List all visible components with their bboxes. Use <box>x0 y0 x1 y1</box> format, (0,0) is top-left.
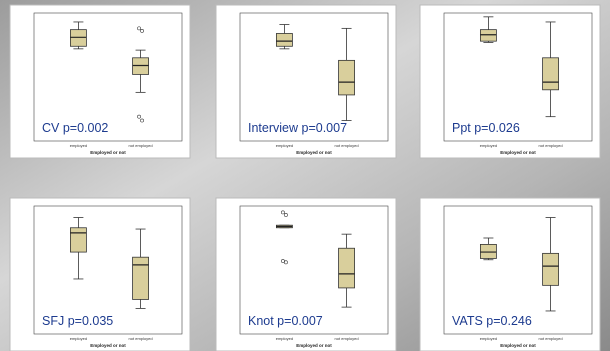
annotation: Knot p=0.007 <box>248 314 323 328</box>
x-axis-label: Employed or not <box>90 343 126 348</box>
box <box>70 30 86 47</box>
x-tick-label: employed <box>480 143 497 148</box>
panel <box>10 5 190 158</box>
box <box>339 248 355 288</box>
annotation: Ppt p=0.026 <box>452 121 520 135</box>
x-tick-label: employed <box>276 143 293 148</box>
x-axis-label: Employed or not <box>90 150 126 155</box>
x-tick-label: not employed <box>129 336 153 341</box>
x-tick-label: employed <box>480 336 497 341</box>
x-axis-label: Employed or not <box>296 343 332 348</box>
x-tick-label: not employed <box>335 336 359 341</box>
box <box>339 60 355 95</box>
box <box>276 33 292 46</box>
box <box>543 58 559 90</box>
x-axis-label: Employed or not <box>500 343 536 348</box>
x-tick-label: employed <box>70 143 87 148</box>
panel <box>420 198 600 351</box>
panel <box>216 198 396 351</box>
box <box>133 257 149 299</box>
x-axis-label: Employed or not <box>500 150 536 155</box>
x-tick-label: not employed <box>539 143 563 148</box>
x-tick-label: not employed <box>539 336 563 341</box>
annotation: SFJ p=0.035 <box>42 314 113 328</box>
box <box>480 244 496 258</box>
x-tick-label: not employed <box>129 143 153 148</box>
box <box>480 30 496 42</box>
annotation: Interview p=0.007 <box>248 121 347 135</box>
collage: employednot employedEmployed or notCV p=… <box>0 0 610 351</box>
x-tick-label: employed <box>70 336 87 341</box>
box <box>70 228 86 252</box>
x-axis-label: Employed or not <box>296 150 332 155</box>
panel <box>216 5 396 158</box>
annotation: VATS p=0.246 <box>452 314 532 328</box>
box <box>543 253 559 285</box>
box <box>133 58 149 75</box>
panel <box>10 198 190 351</box>
x-tick-label: employed <box>276 336 293 341</box>
x-tick-label: not employed <box>335 143 359 148</box>
annotation: CV p=0.002 <box>42 121 108 135</box>
panel <box>420 5 600 158</box>
